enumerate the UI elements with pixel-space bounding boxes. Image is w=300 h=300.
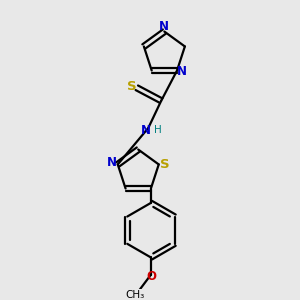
Text: S: S <box>160 158 169 171</box>
Text: N: N <box>159 20 169 33</box>
Text: N: N <box>141 124 151 137</box>
Text: S: S <box>127 80 136 93</box>
Text: N: N <box>107 157 117 169</box>
Text: CH₃: CH₃ <box>125 290 145 300</box>
Text: H: H <box>154 125 161 135</box>
Text: O: O <box>146 270 156 283</box>
Text: N: N <box>177 65 187 79</box>
